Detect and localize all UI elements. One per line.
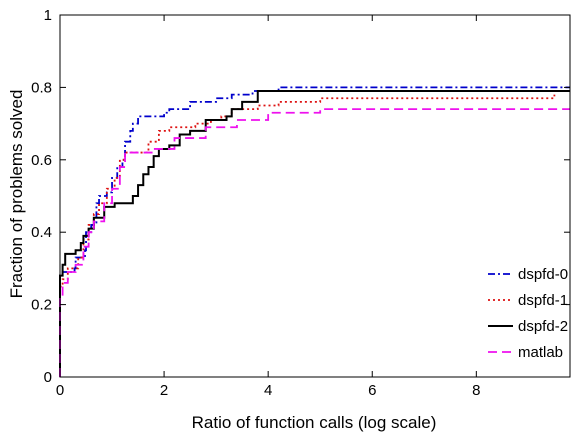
- x-tick-label: 4: [264, 382, 272, 399]
- y-tick-label: 1: [44, 7, 52, 24]
- x-axis-label: Ratio of function calls (log scale): [192, 413, 437, 432]
- x-tick-label: 0: [56, 382, 64, 399]
- x-tick-label: 2: [160, 382, 168, 399]
- legend-label-dspfd-1: dspfd-1: [518, 292, 568, 309]
- legend-label-dspfd-0: dspfd-0: [518, 266, 568, 283]
- legend-label-matlab: matlab: [518, 344, 563, 361]
- x-tick-label: 6: [368, 382, 376, 399]
- y-axis-label: Fraction of problems solved: [7, 90, 26, 299]
- y-tick-label: 0.8: [31, 79, 52, 96]
- y-tick-label: 0: [44, 369, 52, 386]
- legend-label-dspfd-2: dspfd-2: [518, 318, 568, 335]
- series-line-dspfd-1: [60, 95, 554, 377]
- x-tick-label: 8: [472, 382, 480, 399]
- legend: dspfd-0 dspfd-1 dspfd-2 matlab: [483, 258, 568, 370]
- y-tick-label: 0.2: [31, 297, 52, 314]
- y-tick-label: 0.4: [31, 224, 52, 241]
- y-tick-label: 0.6: [31, 152, 52, 169]
